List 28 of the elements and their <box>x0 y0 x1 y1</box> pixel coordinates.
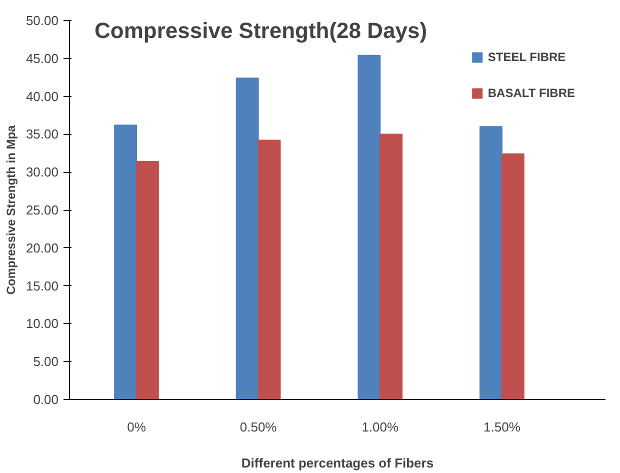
y-tick-label: 0.00 <box>33 392 59 407</box>
bar <box>380 134 403 400</box>
y-axis-title: Compressive Strength in Mpa <box>4 124 18 295</box>
bar <box>358 54 381 400</box>
legend-label: BASALT FIBRE <box>488 86 575 100</box>
y-tick-label: 50.00 <box>26 13 59 28</box>
y-tick-label: 25.00 <box>26 202 59 218</box>
y-tick-label: 15.00 <box>26 278 59 294</box>
x-axis-title: Different percentages of Fibers <box>241 456 434 470</box>
chart-title: Compressive Strength(28 Days) <box>94 18 428 43</box>
bar <box>258 140 281 400</box>
y-tick-label: 30.00 <box>26 164 59 180</box>
bar <box>136 160 159 400</box>
x-tick-label: 1.00% <box>362 420 400 434</box>
y-tick-label: 20.00 <box>26 240 59 256</box>
legend-label: STEEL FIBRE <box>488 50 566 64</box>
y-tick-label: 10.00 <box>26 316 59 332</box>
x-tick-label: 0% <box>127 420 146 434</box>
bar <box>480 126 502 400</box>
x-tick-label: 1.50% <box>484 420 521 434</box>
y-tick-label: 40.00 <box>26 88 59 104</box>
y-tick-label: 45.00 <box>26 50 59 66</box>
y-tick-label: 5.00 <box>33 354 59 370</box>
bar <box>114 124 137 400</box>
x-tick-label: 0.50% <box>240 420 278 434</box>
bar <box>236 78 259 400</box>
bar <box>501 153 524 400</box>
y-tick-label: 35.00 <box>26 126 59 142</box>
